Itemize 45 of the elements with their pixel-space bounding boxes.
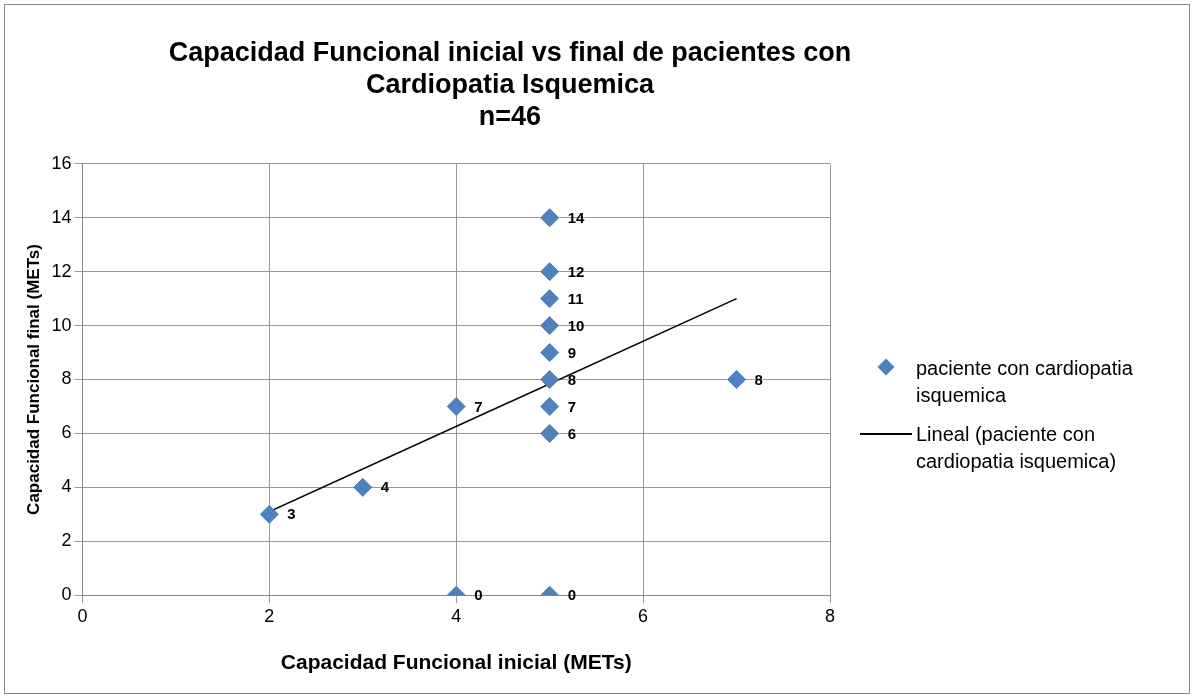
legend-label: paciente con cardiopatia isquemica: [915, 356, 1134, 408]
point: [540, 343, 560, 363]
point: [540, 423, 560, 443]
point: [446, 396, 466, 416]
data-label: 9: [567, 343, 576, 361]
legend-label: Lineal (paciente con cardiopatia isquemica): [915, 422, 1118, 474]
y-tick-label: 0: [61, 584, 72, 605]
point: [540, 370, 560, 389]
data-label: 4: [380, 478, 390, 496]
data-label: 0: [567, 586, 576, 604]
y-tick-label: 2: [61, 530, 72, 551]
data-label: 12: [567, 262, 585, 280]
data-label: 8: [754, 370, 763, 388]
y-tick-label: 6: [61, 422, 72, 443]
x-tick-label: 8: [824, 605, 836, 626]
point: [540, 289, 560, 309]
x-axis-title: Capacidad Funcional inicial (METs): [280, 650, 632, 674]
point: [540, 396, 560, 416]
point: [540, 208, 560, 228]
x-tick-label: 4: [451, 605, 462, 626]
data-label: 7: [474, 397, 483, 415]
point: [727, 370, 747, 389]
y-tick-label: 14: [51, 206, 72, 227]
data-label: 14: [567, 208, 585, 226]
data-label: 10: [567, 316, 585, 334]
y-tick-label: 4: [61, 476, 72, 497]
x-tick-label: 0: [77, 605, 88, 626]
data-label: 7: [567, 397, 576, 415]
y-tick-label: 16: [51, 152, 72, 173]
data-label: 6: [567, 424, 576, 442]
data-label: 8: [567, 370, 576, 388]
y-tick-label: 12: [51, 260, 72, 281]
data-label: 3: [287, 505, 296, 523]
x-tick-label: 2: [264, 605, 275, 626]
point: [540, 262, 560, 282]
point: [353, 477, 373, 497]
chart-subtitle: n=46: [477, 100, 543, 132]
data-label: 0: [474, 586, 483, 604]
y-axis-title: Capacidad Funcional final (METs): [23, 244, 43, 515]
point: [540, 316, 560, 336]
data-label: 11: [567, 289, 584, 307]
x-tick-label: 6: [638, 605, 649, 626]
point: [259, 504, 279, 524]
y-tick-label: 8: [61, 368, 72, 389]
y-tick-label: 10: [51, 314, 72, 335]
